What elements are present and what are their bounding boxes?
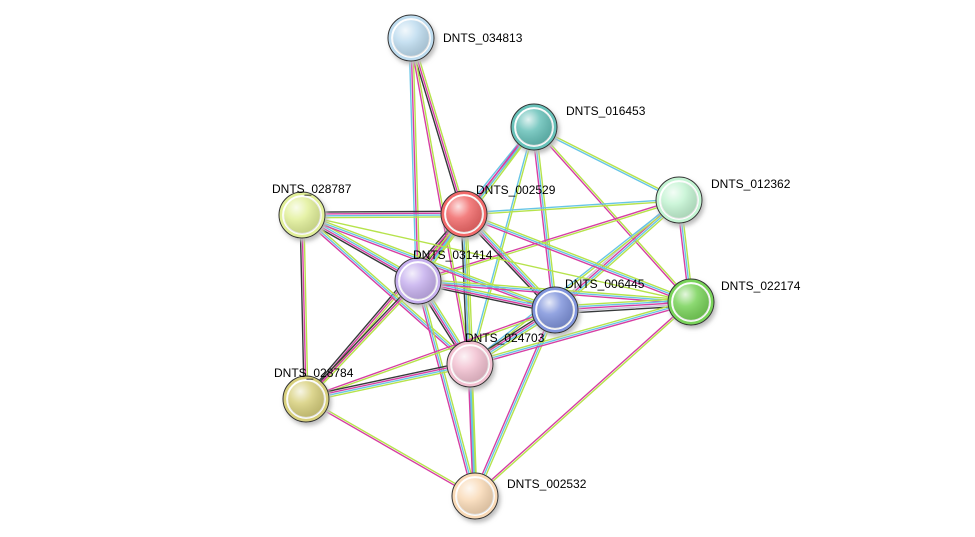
- node-gloss: [451, 345, 489, 383]
- edge-textmining[interactable]: [306, 398, 475, 495]
- edge-database[interactable]: [302, 215, 464, 216]
- node-gloss: [399, 262, 437, 300]
- edge-database[interactable]: [469, 199, 678, 363]
- node-DNTS_034813[interactable]: [388, 15, 434, 61]
- node-DNTS_028784[interactable]: [283, 376, 329, 422]
- node-gloss: [456, 477, 494, 515]
- edge-database[interactable]: [475, 310, 555, 496]
- node-DNTS_028787[interactable]: [279, 192, 325, 238]
- node-gloss: [287, 380, 325, 418]
- edge-experimental[interactable]: [471, 304, 692, 366]
- edge-textmining[interactable]: [464, 201, 679, 215]
- node-gloss: [672, 283, 710, 321]
- node-label: DNTS_002532: [507, 477, 587, 491]
- network-graph[interactable]: DNTS_034813 DNTS_016453 DNTS_012362 DNTS_00…: [0, 0, 975, 537]
- edges-layer: [300, 37, 693, 496]
- node-gloss: [515, 108, 553, 146]
- edge-textmining[interactable]: [534, 126, 679, 199]
- node-gloss: [660, 181, 698, 219]
- edge-coexpression[interactable]: [302, 211, 464, 212]
- node-DNTS_022174[interactable]: [668, 279, 714, 325]
- edge-experimental[interactable]: [306, 400, 475, 497]
- edge-database[interactable]: [534, 128, 679, 201]
- node-DNTS_016453[interactable]: [511, 104, 557, 150]
- node-label: DNTS_016453: [566, 104, 646, 118]
- node-gloss: [283, 196, 321, 234]
- edge-textmining[interactable]: [536, 127, 557, 310]
- node-DNTS_006445[interactable]: [532, 287, 578, 333]
- edge-experimental[interactable]: [532, 127, 553, 310]
- edge-experimental[interactable]: [302, 213, 464, 214]
- node-DNTS_002529[interactable]: [441, 191, 487, 237]
- node-gloss: [536, 291, 574, 329]
- edge-textmining[interactable]: [307, 282, 419, 400]
- edge-textmining[interactable]: [477, 311, 557, 497]
- node-DNTS_012362[interactable]: [656, 177, 702, 223]
- node-gloss: [445, 195, 483, 233]
- node-label: DNTS_022174: [721, 279, 801, 293]
- node-label: DNTS_012362: [711, 177, 791, 191]
- edge-textmining[interactable]: [302, 217, 464, 218]
- node-DNTS_024703[interactable]: [447, 341, 493, 387]
- edge-database[interactable]: [534, 127, 555, 310]
- node-DNTS_031414[interactable]: [395, 258, 441, 304]
- node-label: DNTS_034813: [443, 31, 523, 45]
- node-DNTS_002532[interactable]: [452, 473, 498, 519]
- node-gloss: [392, 19, 430, 57]
